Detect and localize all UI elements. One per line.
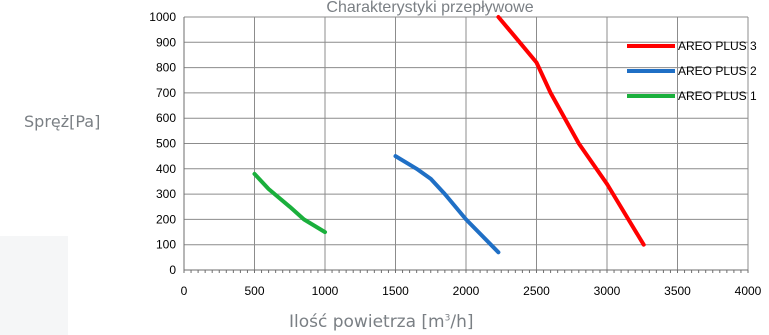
y-tick-label: 800: [156, 61, 176, 75]
series-line-3: [252, 171, 327, 235]
y-tick-label: 0: [169, 263, 176, 277]
y-tick-label: 100: [156, 238, 176, 252]
legend-label-1: AREO PLUS 3: [678, 39, 757, 53]
y-tick-label: 600: [156, 111, 176, 125]
x-axis-label-superscript: 3: [444, 313, 451, 324]
y-tick-label: 400: [156, 162, 176, 176]
legend: AREO PLUS 3 AREO PLUS 2 AREO PLUS 1: [627, 39, 757, 103]
y-tick-label: 700: [156, 86, 176, 100]
series-lines: [252, 15, 646, 255]
y-tick-label: 1000: [149, 10, 176, 24]
x-tick-label: 3500: [664, 284, 691, 298]
x-tick-label: 0: [181, 284, 188, 298]
y-tick-label: 200: [156, 212, 176, 226]
x-tick-label: 1000: [312, 284, 339, 298]
y-tick-label: 500: [156, 137, 176, 151]
x-tick-label: 2000: [453, 284, 480, 298]
y-tick-labels: 0 100 200 300 400 500 600 700 800 900 1000: [149, 10, 176, 277]
x-tick-labels: 0 500 1000 1500 2000 2500 3000 3500 4000: [181, 284, 762, 298]
x-axis-label-end: /h]: [450, 312, 474, 332]
legend-label-2: AREO PLUS 2: [678, 64, 757, 78]
x-tick-label: 4000: [735, 284, 762, 298]
background-panel: [0, 236, 68, 335]
y-axis-label: Spręż[Pa]: [24, 112, 101, 131]
x-axis-label: Ilość powietrza [m3/h]: [289, 312, 474, 332]
chart-grid: [183, 16, 749, 271]
series-line-2: [393, 154, 501, 255]
x-tick-label: 2500: [523, 284, 550, 298]
x-tick-label: 1500: [382, 284, 409, 298]
legend-label-3: AREO PLUS 1: [678, 89, 757, 103]
series-line-1: [496, 15, 646, 247]
x-tick-label: 3000: [594, 284, 621, 298]
y-tick-label: 300: [156, 187, 176, 201]
x-axis-label-main: Ilość powietrza [m: [289, 312, 445, 332]
chart-title: Charakterystyki przepływowe: [326, 0, 533, 16]
x-minor-ticks: [183, 270, 749, 273]
y-tick-label: 900: [156, 35, 176, 49]
x-tick-label: 500: [244, 284, 264, 298]
